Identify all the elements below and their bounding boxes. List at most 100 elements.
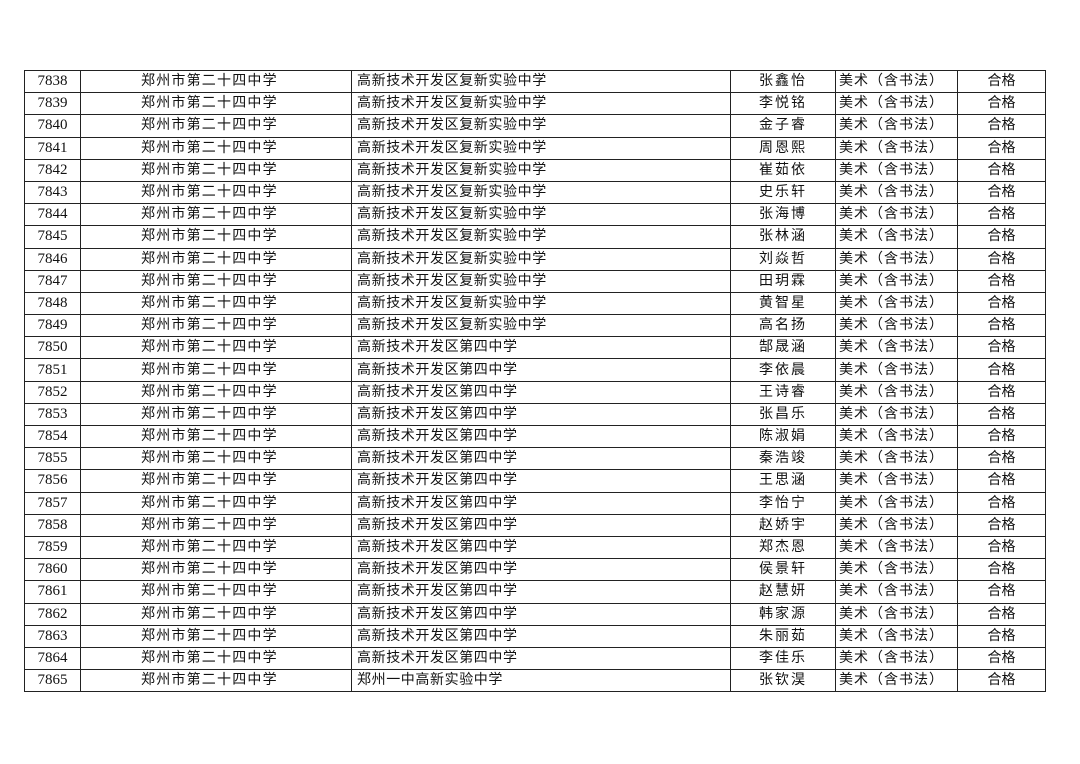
- student-name-cell: 李依晨: [730, 358, 836, 382]
- row-number-cell: 7844: [24, 203, 81, 227]
- subject-cell: 美术（含书法）: [835, 602, 958, 626]
- table-row: 7841 郑州市第二十四中学 高新技术开发区复新实验中学 周恩熙 美术（含书法） 合格: [24, 136, 1046, 160]
- student-name-cell: 张钦淏: [730, 669, 836, 693]
- home-school-cell: 高新技术开发区复新实验中学: [351, 225, 731, 249]
- exam-school-cell: 郑州市第二十四中学: [80, 180, 352, 205]
- student-name-cell: 史乐轩: [730, 180, 836, 205]
- row-number-cell: 7849: [24, 314, 81, 338]
- table-row: 7864 郑州市第二十四中学 高新技术开发区第四中学 李佳乐 美术（含书法） 合格: [24, 646, 1046, 671]
- row-number-cell: 7850: [24, 336, 81, 360]
- student-name-cell: 张海博: [730, 203, 836, 227]
- subject-cell: 美术（含书法）: [835, 469, 958, 493]
- row-number-cell: 7839: [24, 92, 81, 116]
- row-number-cell: 7859: [24, 535, 81, 560]
- student-name-cell: 朱丽茹: [730, 624, 836, 648]
- subject-cell: 美术（含书法）: [835, 291, 958, 316]
- row-number-cell: 7855: [24, 447, 81, 471]
- table-row: 7862 郑州市第二十四中学 高新技术开发区第四中学 韩家源 美术（含书法） 合格: [24, 602, 1046, 626]
- result-cell: 合格: [957, 580, 1046, 604]
- student-name-cell: 李悦铭: [730, 92, 836, 116]
- result-cell: 合格: [957, 136, 1046, 160]
- table-row: 7853 郑州市第二十四中学 高新技术开发区第四中学 张昌乐 美术（含书法） 合格: [24, 402, 1046, 427]
- home-school-cell: 高新技术开发区复新实验中学: [351, 158, 731, 182]
- row-number-cell: 7846: [24, 247, 81, 271]
- home-school-cell: 高新技术开发区复新实验中学: [351, 291, 731, 316]
- row-number-cell: 7865: [24, 669, 81, 693]
- student-name-cell: 高名扬: [730, 314, 836, 338]
- table-row: 7863 郑州市第二十四中学 高新技术开发区第四中学 朱丽茹 美术（含书法） 合格: [24, 624, 1046, 648]
- student-name-cell: 侯景轩: [730, 558, 836, 582]
- table-row: 7849 郑州市第二十四中学 高新技术开发区复新实验中学 高名扬 美术（含书法） 合格: [24, 314, 1046, 338]
- row-number-cell: 7864: [24, 646, 81, 671]
- subject-cell: 美术（含书法）: [835, 558, 958, 582]
- table-row: 7851 郑州市第二十四中学 高新技术开发区第四中学 李依晨 美术（含书法） 合格: [24, 358, 1046, 382]
- result-cell: 合格: [957, 558, 1046, 582]
- result-cell: 合格: [957, 114, 1046, 138]
- home-school-cell: 郑州一中高新实验中学: [351, 669, 731, 693]
- exam-school-cell: 郑州市第二十四中学: [80, 92, 352, 116]
- subject-cell: 美术（含书法）: [835, 136, 958, 160]
- table-row: 7838 郑州市第二十四中学 高新技术开发区复新实验中学 张鑫怡 美术（含书法） 合格: [24, 69, 1046, 94]
- results-table: 7838 郑州市第二十四中学 高新技术开发区复新实验中学 张鑫怡 美术（含书法） 合格 78…: [24, 69, 1046, 693]
- result-cell: 合格: [957, 447, 1046, 471]
- subject-cell: 美术（含书法）: [835, 225, 958, 249]
- subject-cell: 美术（含书法）: [835, 669, 958, 693]
- result-cell: 合格: [957, 491, 1046, 515]
- exam-school-cell: 郑州市第二十四中学: [80, 291, 352, 316]
- table-row: 7844 郑州市第二十四中学 高新技术开发区复新实验中学 张海博 美术（含书法） 合格: [24, 203, 1046, 227]
- student-name-cell: 张鑫怡: [730, 69, 836, 94]
- row-number-cell: 7863: [24, 624, 81, 648]
- student-name-cell: 赵慧妍: [730, 580, 836, 604]
- subject-cell: 美术（含书法）: [835, 380, 958, 404]
- table-row: 7842 郑州市第二十四中学 高新技术开发区复新实验中学 崔茹依 美术（含书法） 合格: [24, 158, 1046, 182]
- home-school-cell: 高新技术开发区第四中学: [351, 447, 731, 471]
- row-number-cell: 7840: [24, 114, 81, 138]
- home-school-cell: 高新技术开发区第四中学: [351, 336, 731, 360]
- row-number-cell: 7851: [24, 358, 81, 382]
- subject-cell: 美术（含书法）: [835, 114, 958, 138]
- home-school-cell: 高新技术开发区复新实验中学: [351, 269, 731, 293]
- student-name-cell: 黄智星: [730, 291, 836, 316]
- student-name-cell: 张林涵: [730, 225, 836, 249]
- exam-school-cell: 郑州市第二十四中学: [80, 424, 352, 449]
- exam-school-cell: 郑州市第二十四中学: [80, 602, 352, 626]
- exam-school-cell: 郑州市第二十四中学: [80, 513, 352, 537]
- exam-school-cell: 郑州市第二十四中学: [80, 158, 352, 182]
- home-school-cell: 高新技术开发区复新实验中学: [351, 247, 731, 271]
- result-cell: 合格: [957, 291, 1046, 316]
- table-row: 7848 郑州市第二十四中学 高新技术开发区复新实验中学 黄智星 美术（含书法） 合格: [24, 291, 1046, 316]
- row-number-cell: 7853: [24, 402, 81, 427]
- home-school-cell: 高新技术开发区第四中学: [351, 358, 731, 382]
- subject-cell: 美术（含书法）: [835, 646, 958, 671]
- row-number-cell: 7860: [24, 558, 81, 582]
- exam-school-cell: 郑州市第二十四中学: [80, 314, 352, 338]
- exam-school-cell: 郑州市第二十四中学: [80, 624, 352, 648]
- subject-cell: 美术（含书法）: [835, 535, 958, 560]
- exam-school-cell: 郑州市第二十四中学: [80, 380, 352, 404]
- row-number-cell: 7843: [24, 180, 81, 205]
- student-name-cell: 郜晟涵: [730, 336, 836, 360]
- exam-school-cell: 郑州市第二十四中学: [80, 203, 352, 227]
- home-school-cell: 高新技术开发区第四中学: [351, 491, 731, 515]
- exam-school-cell: 郑州市第二十四中学: [80, 358, 352, 382]
- student-name-cell: 韩家源: [730, 602, 836, 626]
- result-cell: 合格: [957, 535, 1046, 560]
- subject-cell: 美术（含书法）: [835, 424, 958, 449]
- home-school-cell: 高新技术开发区第四中学: [351, 380, 731, 404]
- row-number-cell: 7858: [24, 513, 81, 537]
- student-name-cell: 李怡宁: [730, 491, 836, 515]
- table-row: 7859 郑州市第二十四中学 高新技术开发区第四中学 郑杰恩 美术（含书法） 合格: [24, 535, 1046, 560]
- result-cell: 合格: [957, 602, 1046, 626]
- subject-cell: 美术（含书法）: [835, 580, 958, 604]
- subject-cell: 美术（含书法）: [835, 336, 958, 360]
- exam-school-cell: 郑州市第二十四中学: [80, 447, 352, 471]
- exam-school-cell: 郑州市第二十四中学: [80, 402, 352, 427]
- exam-school-cell: 郑州市第二十四中学: [80, 558, 352, 582]
- exam-school-cell: 郑州市第二十四中学: [80, 114, 352, 138]
- table-row: 7861 郑州市第二十四中学 高新技术开发区第四中学 赵慧妍 美术（含书法） 合格: [24, 580, 1046, 604]
- row-number-cell: 7841: [24, 136, 81, 160]
- row-number-cell: 7857: [24, 491, 81, 515]
- subject-cell: 美术（含书法）: [835, 314, 958, 338]
- exam-school-cell: 郑州市第二十四中学: [80, 225, 352, 249]
- exam-school-cell: 郑州市第二十四中学: [80, 269, 352, 293]
